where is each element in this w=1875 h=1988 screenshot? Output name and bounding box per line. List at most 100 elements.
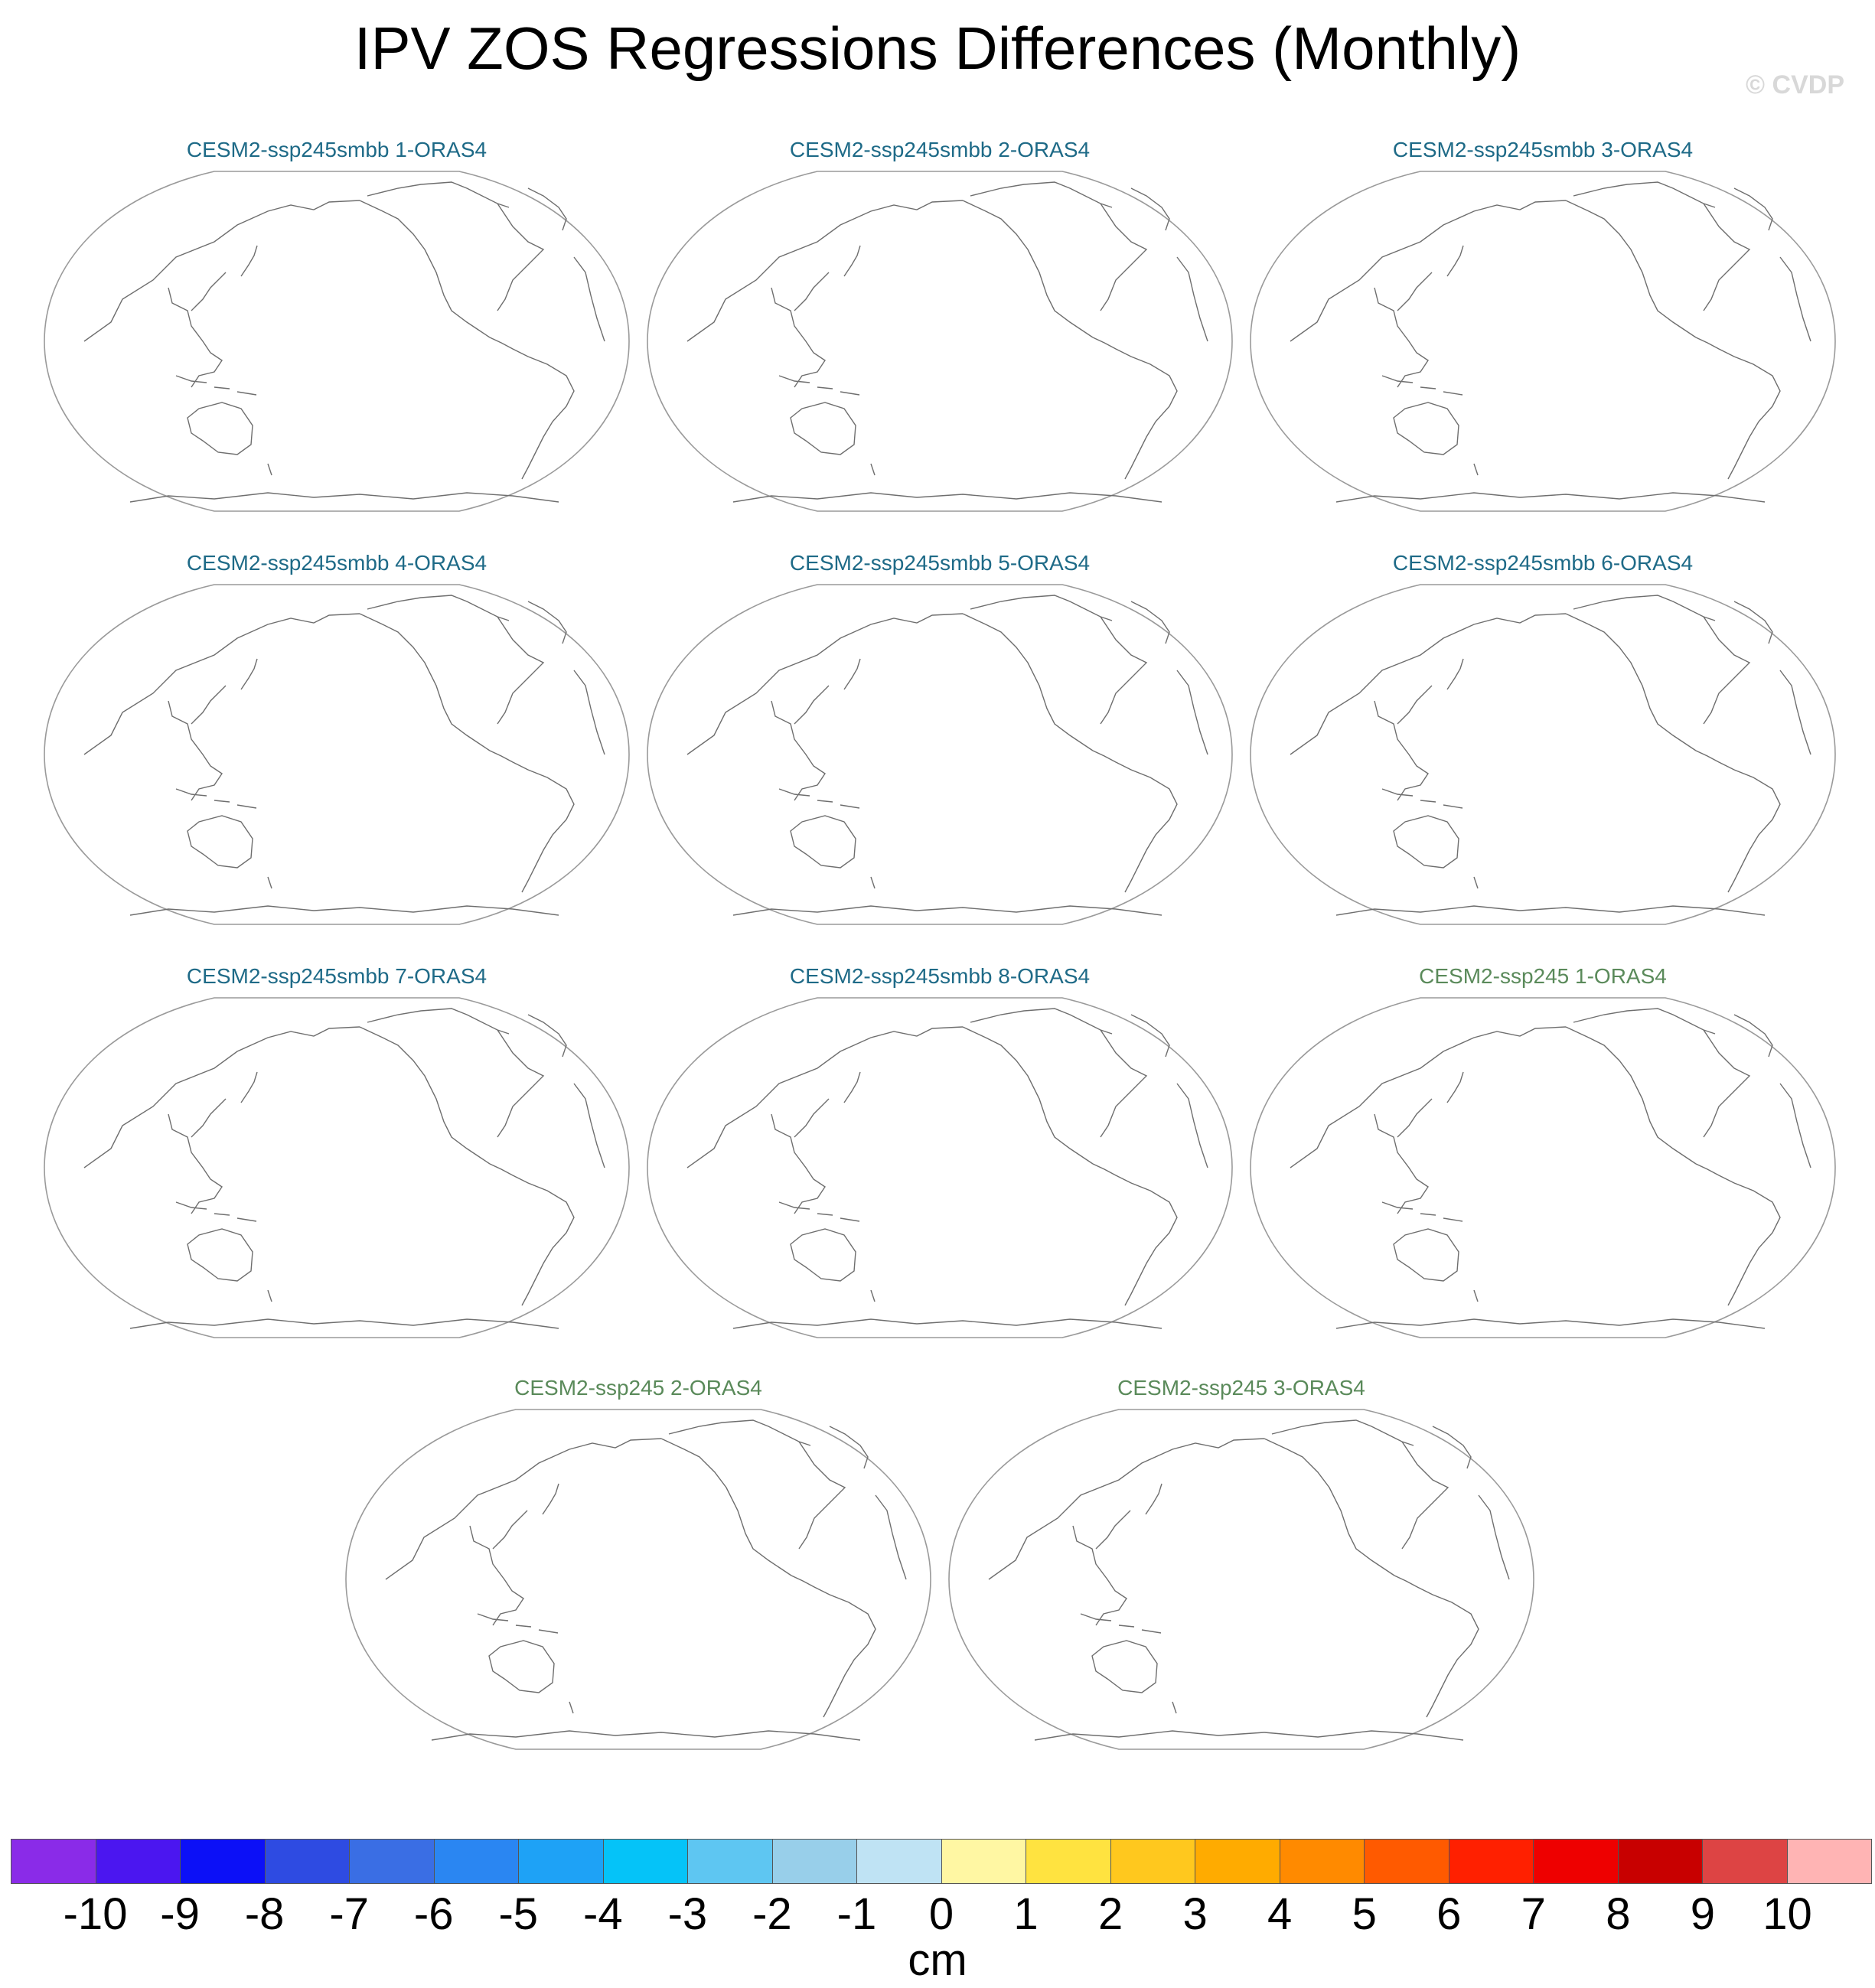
coastline bbox=[1393, 815, 1459, 869]
colorbar-swatch bbox=[941, 1840, 1026, 1883]
coastline bbox=[771, 700, 826, 801]
coastline bbox=[168, 1113, 223, 1214]
map-boundary bbox=[1250, 997, 1836, 1338]
coastline bbox=[497, 616, 545, 725]
coastline bbox=[778, 788, 860, 809]
colorbar-tick-label: 6 bbox=[1436, 1889, 1462, 1939]
coastline bbox=[870, 463, 876, 476]
panel-title: CESM2-ssp245smbb 6-ORAS4 bbox=[1392, 551, 1694, 575]
coastline bbox=[527, 187, 567, 231]
coastline bbox=[191, 272, 227, 311]
map-boundary bbox=[345, 1409, 931, 1750]
coastline bbox=[732, 905, 1162, 916]
coastline bbox=[1695, 1163, 1781, 1306]
coastline bbox=[1095, 1510, 1131, 1550]
coastline bbox=[1573, 595, 1716, 621]
world-map bbox=[647, 584, 1233, 925]
coastline bbox=[1335, 905, 1766, 916]
coastline bbox=[794, 1098, 830, 1138]
figure-title: IPV ZOS Regressions Differences (Monthly… bbox=[354, 15, 1521, 82]
coastline bbox=[240, 1071, 258, 1103]
coastline bbox=[1733, 601, 1773, 644]
coastline bbox=[1381, 1201, 1463, 1222]
coastline bbox=[1393, 402, 1459, 455]
map-boundary bbox=[44, 171, 630, 512]
map-boundary bbox=[44, 584, 630, 925]
colorbar-tick-label: 9 bbox=[1690, 1889, 1716, 1939]
coastline bbox=[267, 1289, 272, 1302]
panel-title: CESM2-ssp245smbb 8-ORAS4 bbox=[789, 964, 1091, 988]
coastline bbox=[527, 1014, 567, 1058]
colorbar-swatch bbox=[1534, 1840, 1619, 1883]
coastline bbox=[1290, 1026, 1567, 1168]
world-map bbox=[647, 997, 1233, 1338]
colorbar-tick-label: -9 bbox=[160, 1889, 200, 1939]
map-boundary bbox=[44, 997, 630, 1338]
coastline bbox=[1034, 1730, 1464, 1741]
coastline bbox=[1130, 187, 1170, 231]
world-map bbox=[1250, 584, 1836, 925]
coastline bbox=[778, 1201, 860, 1222]
map-boundary bbox=[647, 997, 1233, 1338]
coastline bbox=[359, 613, 491, 751]
coastline bbox=[1374, 1113, 1429, 1214]
colorbar-tick-label: -8 bbox=[244, 1889, 285, 1939]
coastline bbox=[527, 601, 567, 644]
map-boundary bbox=[647, 171, 1233, 512]
coastline bbox=[359, 200, 491, 338]
coastline bbox=[790, 815, 856, 869]
coastline bbox=[791, 1575, 876, 1718]
coastline bbox=[771, 287, 826, 388]
colorbar-tick-label: 2 bbox=[1097, 1889, 1123, 1939]
coastline bbox=[798, 1441, 846, 1550]
coastline bbox=[1446, 1071, 1464, 1103]
coastline bbox=[385, 1438, 662, 1580]
colorbar bbox=[11, 1839, 1872, 1884]
coastline bbox=[1473, 876, 1479, 889]
coastline bbox=[1478, 1494, 1510, 1580]
coastline bbox=[660, 1438, 792, 1576]
coastline bbox=[83, 613, 360, 755]
coastline bbox=[962, 613, 1094, 751]
coastline bbox=[477, 1613, 559, 1634]
world-map bbox=[44, 997, 630, 1338]
colorbar-swatch bbox=[181, 1840, 266, 1883]
coastline bbox=[240, 245, 258, 277]
coastline bbox=[1432, 1426, 1472, 1469]
panel-title: CESM2-ssp245 1-ORAS4 bbox=[1419, 964, 1667, 988]
coastline bbox=[1779, 1083, 1811, 1168]
colorbar-swatch bbox=[1280, 1840, 1365, 1883]
coastline bbox=[829, 1426, 869, 1469]
coastline bbox=[1092, 750, 1178, 893]
coastline bbox=[497, 203, 545, 311]
coastline bbox=[168, 700, 223, 801]
coastline bbox=[1565, 1026, 1697, 1165]
coastline bbox=[1393, 1228, 1459, 1282]
colorbar-units: cm bbox=[908, 1935, 967, 1985]
coastline bbox=[431, 1730, 861, 1741]
coastline bbox=[1397, 1098, 1433, 1138]
coastline bbox=[1092, 337, 1178, 480]
coastline bbox=[1381, 375, 1463, 396]
map-boundary bbox=[948, 1409, 1534, 1750]
world-map bbox=[345, 1409, 931, 1750]
map-panel: CESM2-ssp245smbb 4-ORAS4 bbox=[38, 551, 635, 934]
colorbar-swatch bbox=[603, 1840, 688, 1883]
colorbar-swatch bbox=[1026, 1840, 1111, 1883]
coastline bbox=[843, 658, 861, 690]
coastline bbox=[573, 670, 605, 755]
coastline bbox=[1565, 200, 1697, 338]
colorbar-tick-label: -3 bbox=[667, 1889, 708, 1939]
colorbar-tick-label: -2 bbox=[752, 1889, 792, 1939]
colorbar-tick-label: -7 bbox=[329, 1889, 369, 1939]
coastline bbox=[569, 1701, 574, 1714]
coastline bbox=[359, 1026, 491, 1165]
colorbar-swatch bbox=[350, 1840, 435, 1883]
coastline bbox=[83, 1026, 360, 1168]
map-panel: CESM2-ssp245 1-ORAS4 bbox=[1244, 964, 1841, 1347]
coastline bbox=[1130, 1014, 1170, 1058]
coastline bbox=[573, 256, 605, 342]
colorbar-swatch bbox=[857, 1840, 942, 1883]
colorbar-swatch bbox=[1195, 1840, 1280, 1883]
coastline bbox=[1335, 492, 1766, 503]
